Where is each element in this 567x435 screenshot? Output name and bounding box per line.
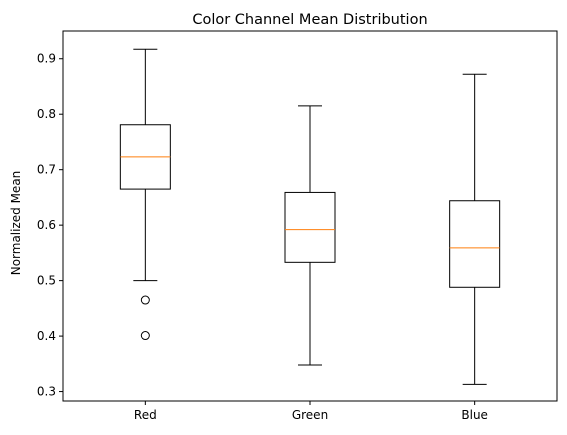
red-outlier: [140, 331, 150, 341]
blue-box: [449, 200, 501, 288]
y-tick-label: 0.4: [37, 329, 56, 343]
x-tick-label: Blue: [461, 408, 488, 422]
x-tick-label: Red: [134, 408, 157, 422]
chart-title: Color Channel Mean Distribution: [192, 12, 427, 28]
green-box: [284, 191, 336, 263]
y-tick-label: 0.6: [37, 218, 56, 232]
plot-frame: [62, 30, 558, 402]
y-tick-label: 0.3: [37, 385, 56, 399]
y-tick-label: 0.7: [37, 163, 56, 177]
y-tick-label: 0.8: [37, 107, 56, 121]
y-axis-title: Normalized Mean: [9, 171, 23, 276]
plot-area: 0.3 0.4 0.5 0.6 0.7 0.8 0.9 Red Green Blue: [37, 48, 501, 422]
y-tick-label: 0.9: [37, 52, 56, 66]
red-outlier: [140, 295, 150, 305]
y-tick-label: 0.5: [37, 274, 56, 288]
x-tick-label: Green: [292, 408, 328, 422]
